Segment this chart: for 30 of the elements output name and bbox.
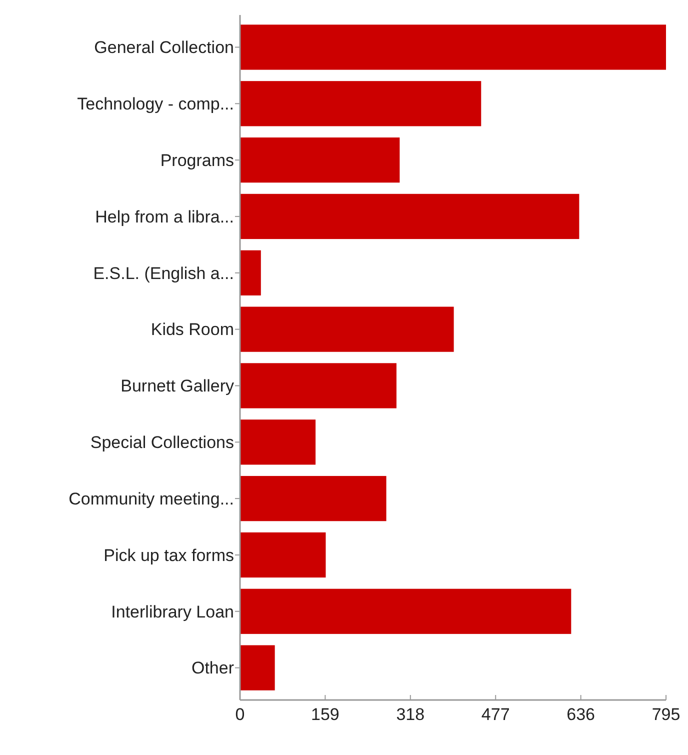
- y-tick-label: Burnett Gallery: [120, 376, 234, 396]
- bar: [240, 420, 316, 465]
- x-tick-label: 477: [481, 705, 510, 724]
- y-tick-label: Kids Room: [150, 320, 234, 340]
- x-tick-label: 159: [311, 705, 340, 724]
- bar: [240, 81, 482, 126]
- y-tick-label: Interlibrary Loan: [111, 602, 234, 622]
- bar: [240, 194, 580, 240]
- bar: [240, 532, 326, 578]
- y-tick-label: Other: [191, 658, 234, 678]
- x-tick-label: 795: [652, 705, 680, 724]
- y-tick-label: Community meeting...: [68, 489, 234, 508]
- x-tick-label: 636: [566, 705, 595, 724]
- y-tick-label: Pick up tax forms: [104, 546, 234, 565]
- y-tick-label: General Collection: [94, 38, 234, 58]
- y-tick-label: Help from a libra...: [95, 207, 234, 226]
- y-tick-label: E.S.L. (English a...: [93, 264, 234, 283]
- y-tick-label: Technology - comp...: [77, 94, 234, 114]
- x-tick-label: 318: [396, 705, 425, 724]
- x-tick-label: 0: [235, 705, 245, 724]
- bar: [240, 645, 275, 690]
- bar: [240, 306, 454, 352]
- bar: [240, 24, 666, 70]
- y-tick-label: Special Collections: [90, 433, 234, 452]
- bar: [240, 250, 261, 296]
- y-tick-label: Programs: [160, 150, 234, 170]
- bar: [240, 363, 396, 408]
- bar: [240, 476, 386, 522]
- bar: [240, 588, 572, 634]
- bar: [240, 137, 400, 183]
